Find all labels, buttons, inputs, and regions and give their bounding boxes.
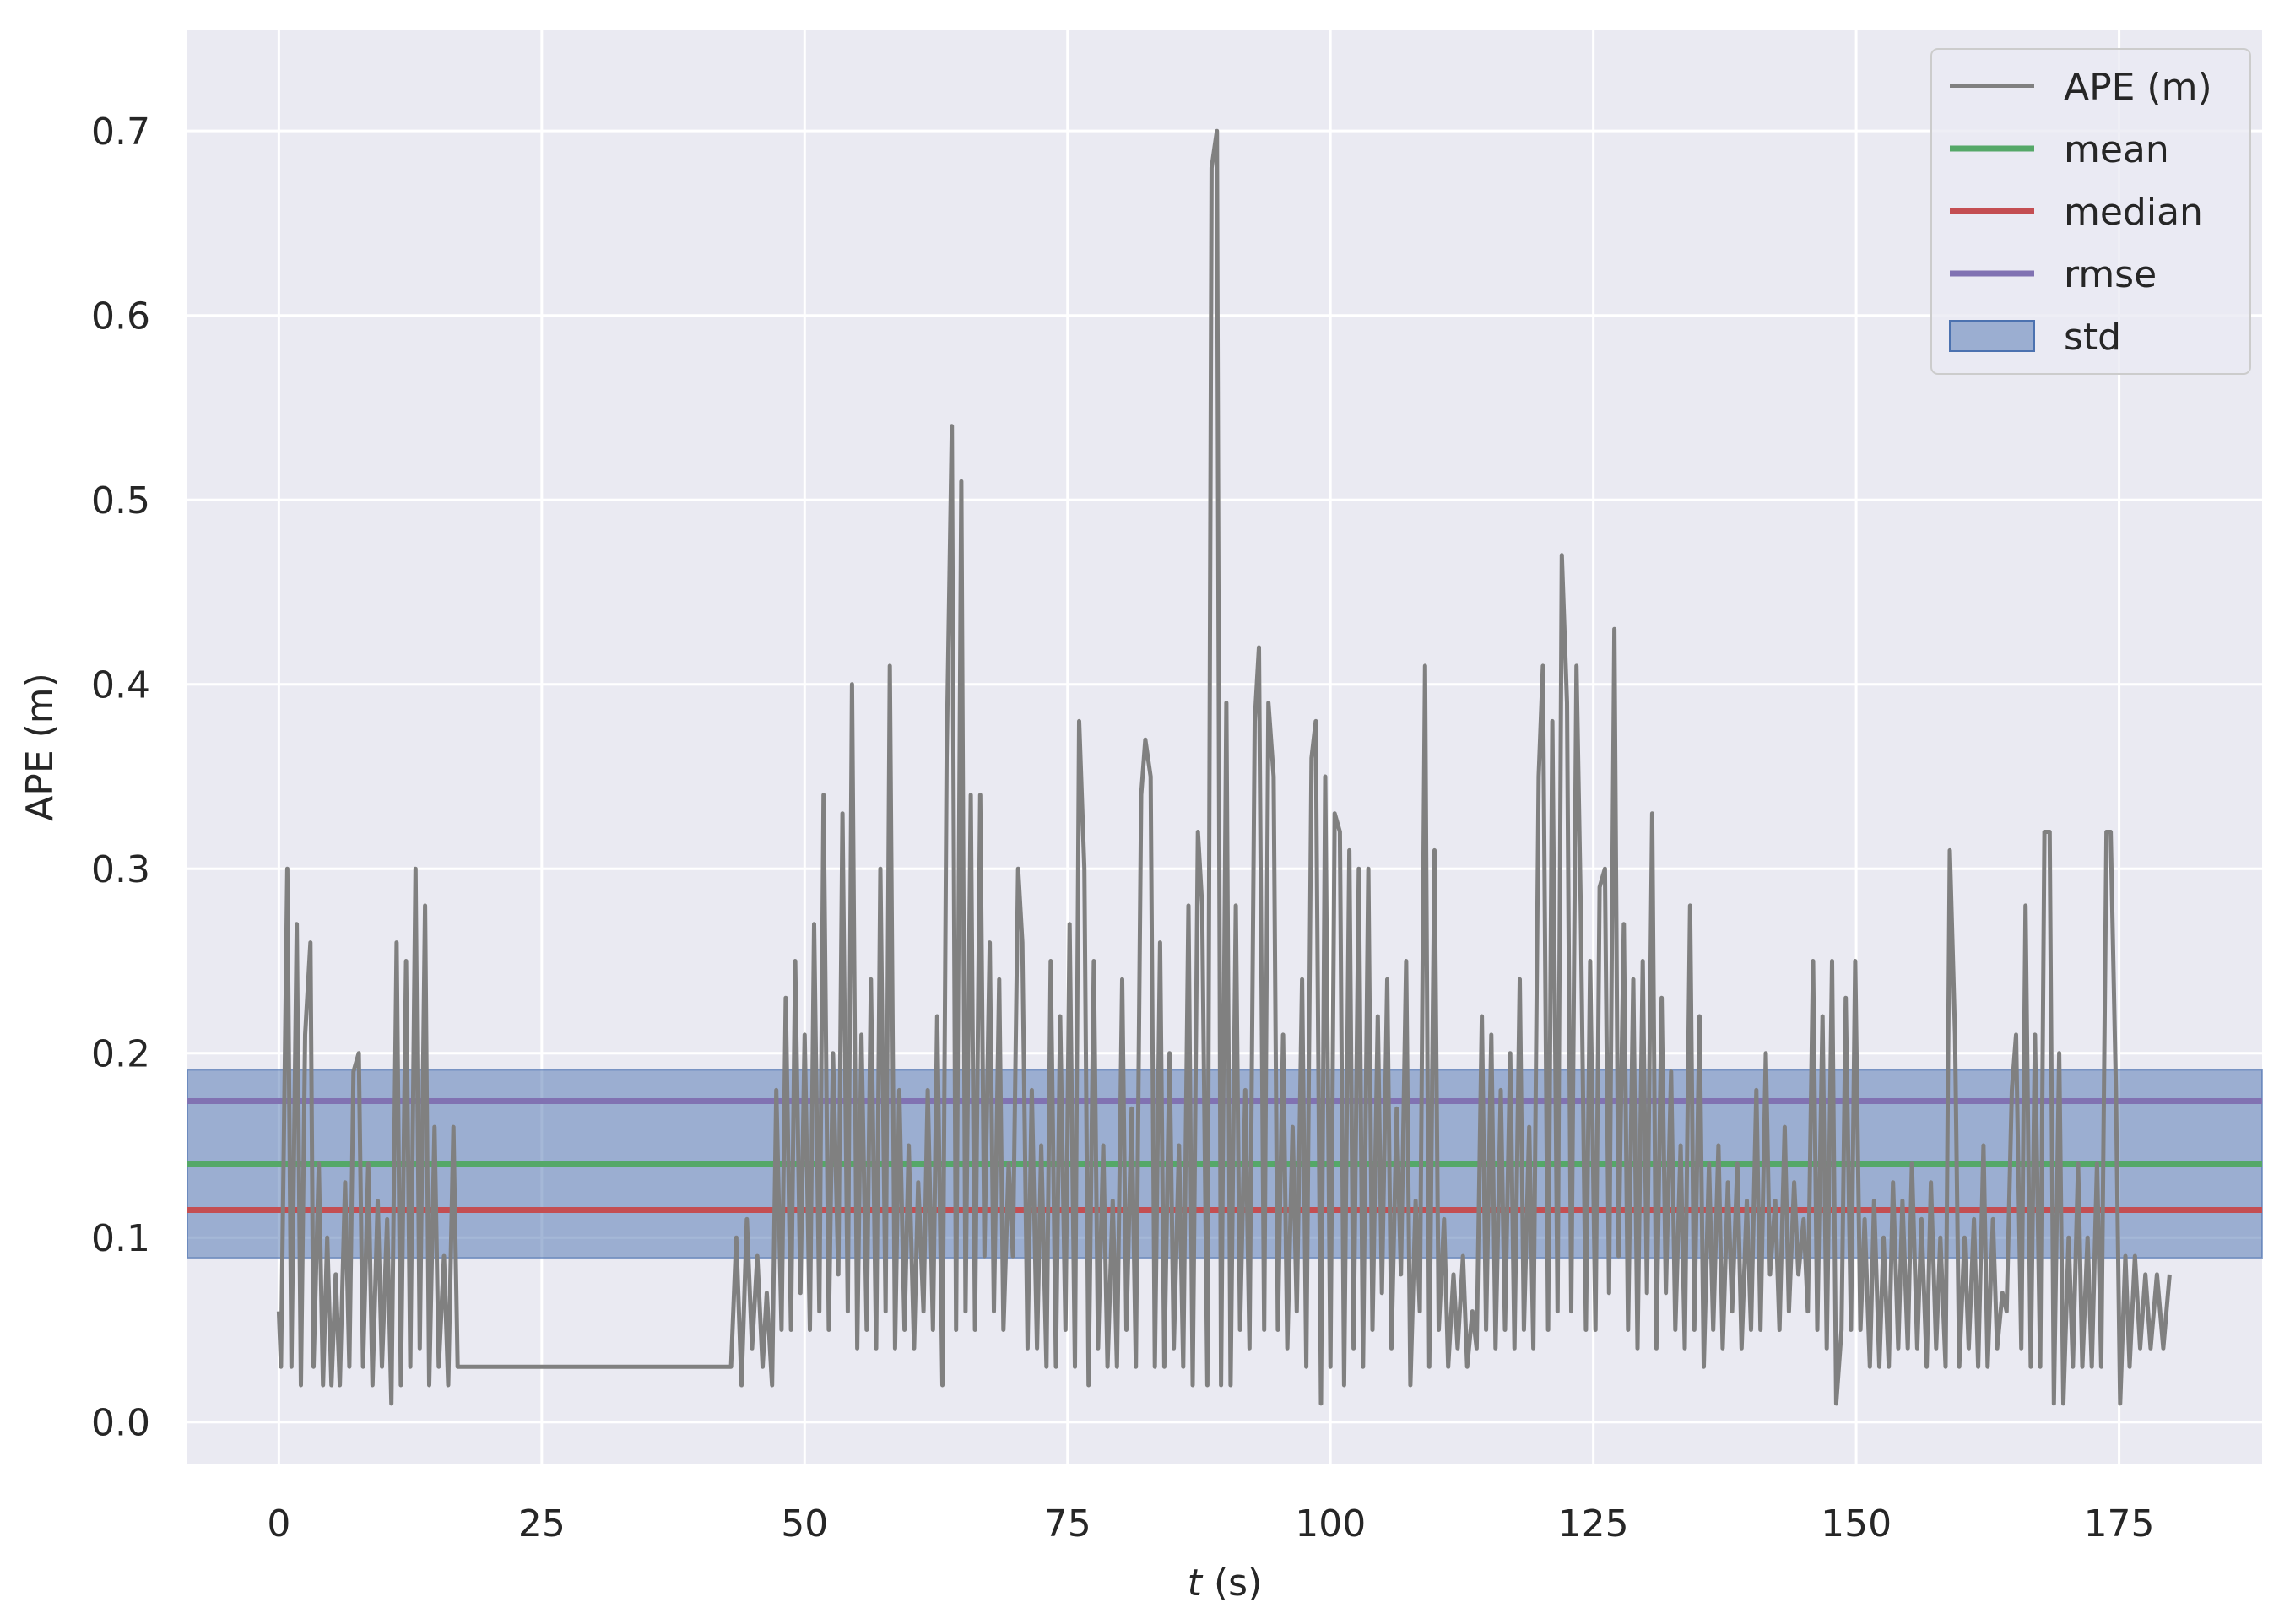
y-tick-label: 0.1: [91, 1217, 150, 1260]
y-tick-label: 0.6: [91, 295, 150, 338]
x-axis-label-italic: t: [1188, 1562, 1204, 1605]
legend-swatch-std: [1949, 320, 2035, 352]
legend-label: std: [2064, 316, 2121, 359]
x-axis-label-unit: (s): [1202, 1562, 1262, 1605]
x-tick-label: 75: [1044, 1502, 1091, 1546]
legend-label: APE (m): [2064, 66, 2212, 109]
y-tick-label: 0.3: [91, 848, 150, 891]
x-tick-label: 150: [1821, 1502, 1892, 1546]
x-tick-label: 25: [518, 1502, 566, 1546]
x-tick-label: 100: [1295, 1502, 1366, 1546]
y-tick-label: 0.0: [91, 1402, 150, 1445]
y-tick-label: 0.5: [91, 479, 150, 522]
legend-label: median: [2064, 191, 2203, 234]
x-tick-labels: 0 25 50 75 100 125 150 175: [267, 1502, 2154, 1546]
x-axis-label: t (s): [1188, 1562, 1263, 1605]
legend-label: rmse: [2064, 253, 2157, 296]
y-tick-label: 0.2: [91, 1033, 150, 1076]
y-axis-label: APE (m): [19, 673, 62, 821]
ape-series-line: [276, 128, 2172, 1406]
x-tick-label: 0: [267, 1502, 290, 1546]
legend: APE (m) mean median rmse std: [1930, 48, 2251, 375]
x-tick-label: 50: [781, 1502, 828, 1546]
y-tick-labels: 0.0 0.1 0.2 0.3 0.4 0.5 0.6 0.7: [91, 111, 150, 1445]
y-tick-label: 0.7: [91, 111, 150, 154]
legend-frame: [1930, 48, 2251, 375]
x-tick-label: 125: [1558, 1502, 1629, 1546]
legend-label: mean: [2064, 128, 2169, 171]
x-tick-label: 175: [2084, 1502, 2155, 1546]
series-layer: [276, 128, 2172, 1406]
y-tick-label: 0.4: [91, 664, 150, 707]
